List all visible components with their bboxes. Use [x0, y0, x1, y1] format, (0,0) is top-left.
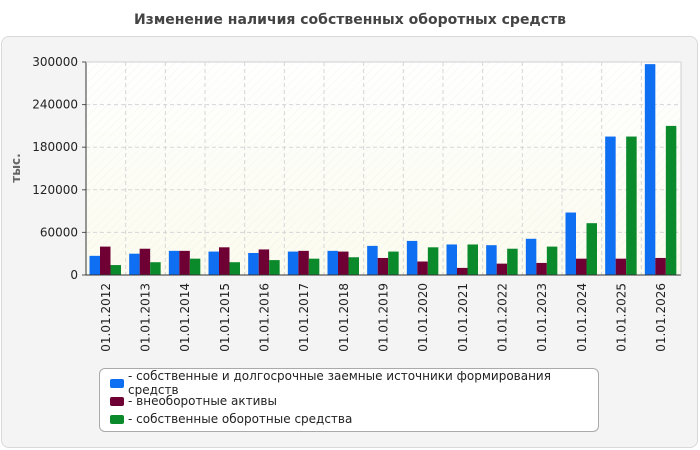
legend-label: - внеоборотные активы: [128, 394, 277, 408]
x-tick-label: 01.01.2024: [575, 283, 589, 352]
x-tick-label: 01.01.2018: [337, 283, 351, 352]
y-axis-label: тыс.: [9, 153, 23, 182]
bar-2-01.01.2026: [655, 257, 666, 275]
legend-item: - собственные и долгосрочные заемные ист…: [110, 369, 598, 397]
chart-legend: - собственные и долгосрочные заемные ист…: [99, 368, 599, 432]
legend-swatch: [110, 378, 124, 388]
bar-1-01.01.2021: [446, 244, 457, 275]
x-tick-label: 01.01.2019: [377, 283, 391, 352]
bar-1-01.01.2025: [605, 136, 616, 275]
bar-3-01.01.2014: [189, 258, 201, 275]
legend-label: - собственные оборотные средства: [128, 412, 353, 426]
bar-2-01.01.2014: [179, 250, 190, 275]
chart-plot: 0 60000 120000 180000 240000 300000 01.01.2012…: [9, 55, 682, 352]
bar-2-01.01.2012: [100, 246, 111, 275]
bar-3-01.01.2023: [546, 246, 558, 275]
bar-1-01.01.2012: [89, 255, 100, 275]
bar-3-01.01.2016: [269, 260, 280, 275]
x-tick-label: 01.01.2016: [258, 283, 272, 352]
bar-1-01.01.2014: [168, 250, 180, 275]
bar-1-01.01.2015: [208, 251, 219, 275]
bar-1-01.01.2016: [248, 252, 259, 275]
x-tick-label: 01.01.2022: [496, 283, 510, 352]
bar-2-01.01.2016: [258, 249, 270, 275]
bar-3-01.01.2015: [229, 262, 240, 275]
bar-1-01.01.2023: [525, 238, 537, 275]
x-tick-label: 01.01.2025: [615, 283, 629, 352]
y-tick-label: 120000: [32, 183, 78, 197]
x-tick-label: 01.01.2012: [99, 283, 113, 352]
bar-1-01.01.2024: [565, 212, 576, 275]
bar-1-01.01.2013: [129, 253, 140, 275]
bar-2-01.01.2019: [377, 257, 389, 275]
bar-1-01.01.2026: [644, 64, 656, 275]
legend-item: - собственные оборотные средства: [110, 410, 598, 428]
x-tick-label: 01.01.2021: [456, 283, 470, 352]
bar-3-01.01.2017: [308, 258, 320, 275]
x-tick-label: 01.01.2014: [178, 283, 192, 352]
bar-3-01.01.2020: [427, 247, 439, 275]
bar-1-01.01.2017: [287, 251, 299, 275]
bar-3-01.01.2024: [586, 223, 597, 275]
y-tick-label: 60000: [40, 225, 78, 239]
bar-2-01.01.2023: [536, 262, 547, 275]
bar-3-01.01.2021: [467, 244, 478, 275]
x-tick-label: 01.01.2017: [297, 283, 311, 352]
bar-1-01.01.2019: [367, 245, 378, 275]
bar-1-01.01.2022: [486, 245, 497, 275]
legend-item: - внеоборотные активы: [110, 392, 598, 410]
y-tick-label: 240000: [32, 98, 78, 112]
bar-2-01.01.2021: [457, 267, 468, 275]
x-tick-label: 01.01.2023: [535, 283, 549, 352]
bar-2-01.01.2017: [298, 250, 309, 275]
bar-3-01.01.2013: [150, 262, 161, 275]
x-tick-label: 01.01.2013: [139, 283, 153, 352]
bar-2-01.01.2018: [338, 251, 349, 275]
bar-2-01.01.2025: [615, 258, 627, 275]
y-tick-label: 300000: [32, 55, 78, 69]
bar-3-01.01.2012: [110, 265, 121, 275]
bar-3-01.01.2019: [388, 251, 399, 275]
bar-2-01.01.2013: [139, 248, 151, 275]
bar-2-01.01.2024: [576, 258, 587, 275]
bar-2-01.01.2015: [219, 247, 230, 275]
x-tick-label: 01.01.2015: [218, 283, 232, 352]
y-tick-label: 180000: [32, 140, 78, 154]
bar-3-01.01.2025: [626, 136, 637, 275]
bar-3-01.01.2022: [507, 248, 518, 275]
bar-2-01.01.2020: [417, 261, 428, 275]
x-tick-label: 01.01.2026: [654, 283, 668, 352]
bar-1-01.01.2018: [327, 250, 338, 275]
bar-2-01.01.2022: [496, 263, 508, 275]
legend-swatch: [110, 414, 124, 424]
bar-3-01.01.2026: [665, 125, 677, 276]
chart-title: Изменение наличия собственных оборотных …: [133, 12, 567, 28]
bar-3-01.01.2018: [348, 257, 359, 275]
x-tick-label: 01.01.2020: [416, 283, 430, 352]
y-tick-label: 0: [70, 268, 78, 282]
legend-label: - собственные и долгосрочные заемные ист…: [128, 369, 551, 397]
legend-swatch: [110, 396, 124, 406]
bar-1-01.01.2020: [406, 240, 418, 275]
